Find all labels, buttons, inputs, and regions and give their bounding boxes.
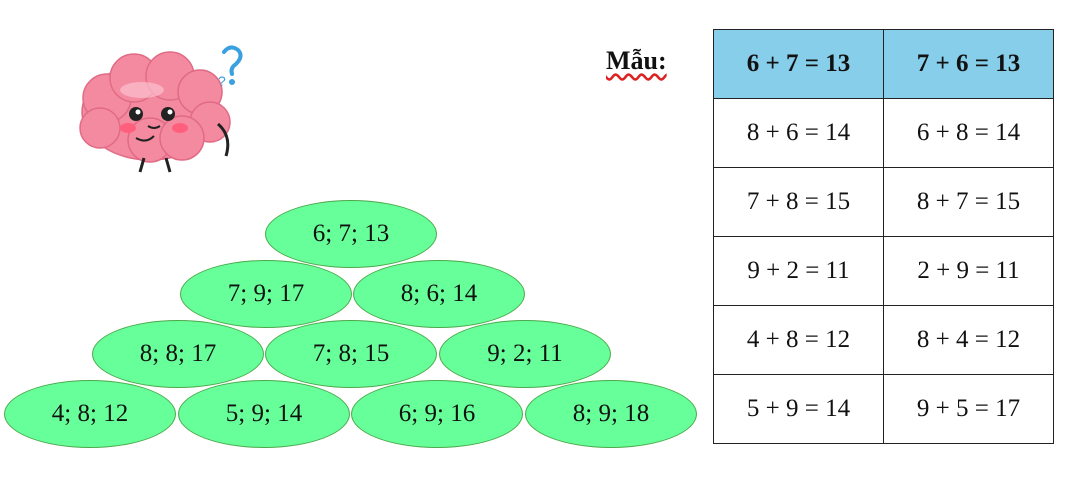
table-row: 5 + 9 = 14 9 + 5 = 17 [713, 374, 1054, 444]
table-cell: 7 + 6 = 13 [883, 29, 1054, 99]
table-cell: 4 + 8 = 12 [713, 305, 884, 375]
number-ellipse[interactable]: 9; 2; 11 [439, 320, 611, 388]
number-ellipse[interactable]: 5; 9; 14 [178, 380, 350, 448]
table-cell: 6 + 8 = 14 [883, 98, 1054, 168]
table-cell: 8 + 7 = 15 [883, 167, 1054, 237]
sample-label: Mẫu: [606, 46, 667, 75]
table-row: 8 + 6 = 14 6 + 8 = 14 [713, 98, 1054, 168]
table-cell: 9 + 5 = 17 [883, 374, 1054, 444]
addition-table: 6 + 7 = 13 7 + 6 = 13 8 + 6 = 14 6 + 8 =… [713, 29, 1054, 444]
table-cell: 8 + 4 = 12 [883, 305, 1054, 375]
table-row: 4 + 8 = 12 8 + 4 = 12 [713, 305, 1054, 375]
table-cell: 6 + 7 = 13 [713, 29, 884, 99]
table-row: 7 + 8 = 15 8 + 7 = 15 [713, 167, 1054, 237]
table-cell: 9 + 2 = 11 [713, 236, 884, 306]
question-mark-icon: ? [218, 45, 243, 89]
number-ellipse[interactable]: 6; 7; 13 [265, 200, 437, 268]
number-ellipse[interactable]: 4; 8; 12 [4, 380, 176, 448]
table-cell: 7 + 8 = 15 [713, 167, 884, 237]
number-ellipse[interactable]: 6; 9; 16 [351, 380, 523, 448]
table-cell: 8 + 6 = 14 [713, 98, 884, 168]
number-ellipse[interactable]: 8; 9; 18 [525, 380, 697, 448]
table-cell: 5 + 9 = 14 [713, 374, 884, 444]
svg-text:?: ? [218, 73, 226, 89]
table-header-row: 6 + 7 = 13 7 + 6 = 13 [713, 29, 1054, 99]
table-cell: 2 + 9 = 11 [883, 236, 1054, 306]
brain-mascot-icon: ? [79, 45, 243, 173]
number-ellipse[interactable]: 8; 8; 17 [92, 320, 264, 388]
number-ellipse[interactable]: 7; 8; 15 [265, 320, 437, 388]
table-row: 9 + 2 = 11 2 + 9 = 11 [713, 236, 1054, 306]
number-ellipse[interactable]: 8; 6; 14 [353, 260, 525, 328]
number-ellipse[interactable]: 7; 9; 17 [180, 260, 352, 328]
